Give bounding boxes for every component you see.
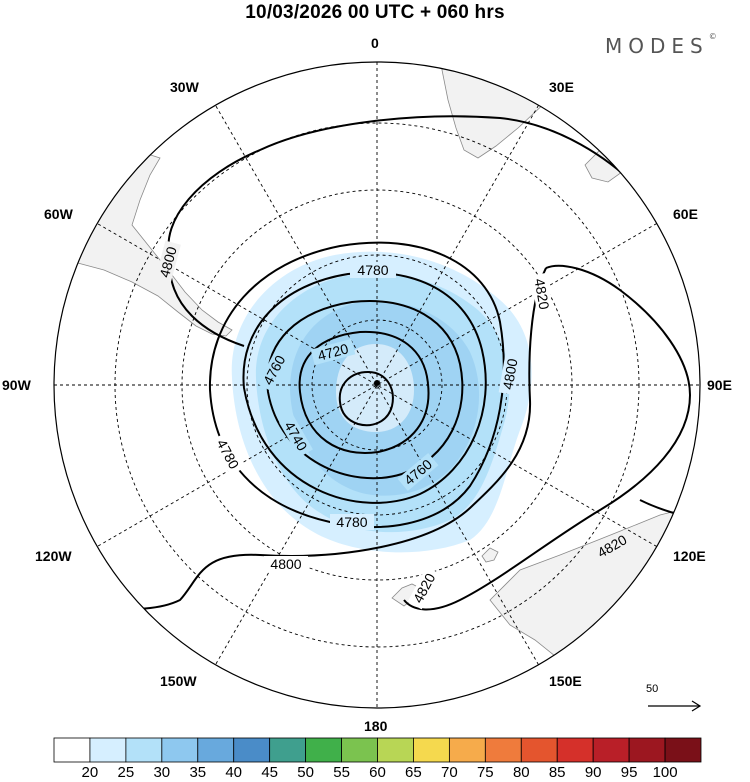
colorbar-tick-label: 90 <box>584 764 602 781</box>
colorbar-tick-label: 40 <box>225 764 243 781</box>
lon-label-0: 0 <box>371 35 379 51</box>
pole-marker <box>374 380 380 386</box>
contour-label: 4780 <box>336 514 367 530</box>
colorbar-swatch <box>197 737 235 763</box>
colorbar-tick-label: 20 <box>81 764 99 781</box>
colorbar-swatch <box>484 737 522 763</box>
contour-4700 <box>338 370 394 427</box>
land-africa <box>439 62 569 159</box>
colorbar-swatch <box>269 737 307 763</box>
colorbar-swatch <box>664 737 702 763</box>
colorbar-swatch <box>341 737 378 763</box>
colorbar-tick-label: 75 <box>476 764 494 781</box>
colorbar-swatch <box>89 737 127 763</box>
lon-label-60e: 60E <box>673 206 698 222</box>
colorbar-tick-label: 80 <box>512 764 530 781</box>
land-new-zealand-north <box>481 547 499 563</box>
wind-shading <box>231 251 532 553</box>
lon-label-180: 180 <box>364 718 388 734</box>
colorbar-swatch <box>556 737 594 763</box>
lon-label-90w: 90W <box>2 377 31 393</box>
lon-label-120w: 120W <box>35 548 72 564</box>
colorbar-swatch <box>592 737 630 763</box>
colorbar-tick-label: 50 <box>297 764 314 781</box>
colorbar-tick-label: 45 <box>261 764 279 781</box>
lon-label-60w: 60W <box>44 206 73 222</box>
map-layers <box>54 62 700 708</box>
lon-label-150e: 150E <box>549 673 582 689</box>
colorbar-tick-label: 95 <box>620 764 638 781</box>
contour-4820 <box>403 264 692 611</box>
colorbar-swatch <box>305 737 342 763</box>
colorbar-tick-label: 100 <box>652 764 678 781</box>
map-title: 10/03/2026 00 UTC + 060 hrs <box>245 2 505 23</box>
colorbar-tick-label: 35 <box>189 764 207 781</box>
vector-reference-arrow <box>648 700 702 712</box>
colorbar-swatch <box>53 737 91 763</box>
lat-circle-1 <box>311 319 443 451</box>
colorbar-tick-label: 30 <box>153 764 171 781</box>
colorbar-swatch <box>377 737 414 763</box>
colorbar-tick-label: 85 <box>548 764 566 781</box>
contour-label: 4780 <box>357 262 388 278</box>
lon-label-90e: 90E <box>707 377 732 393</box>
contour-label: 4820 <box>531 277 552 311</box>
contour-4800-west <box>168 257 245 347</box>
colorbar-swatch <box>413 737 450 763</box>
vector-reference-label: 50 <box>646 683 659 695</box>
contour-label: 4800 <box>270 556 301 572</box>
colorbar-tick-label: 60 <box>369 764 386 781</box>
map-boundary <box>53 61 701 709</box>
lon-label-30w: 30W <box>170 79 199 95</box>
contour-4760 <box>242 271 487 504</box>
colorbar-swatch <box>125 737 163 763</box>
colorbar <box>53 737 702 763</box>
contour-4720 <box>298 330 430 454</box>
land-south-america <box>54 149 233 337</box>
land-australia <box>489 504 700 701</box>
brand-logo: MODES© <box>605 32 717 58</box>
colorbar-tick-label: 25 <box>117 764 135 781</box>
polar-map: 4780 4720 4760 4740 4760 4780 4780 4800 … <box>53 61 702 712</box>
colorbar-tick-label: 65 <box>405 764 422 781</box>
colorbar-swatch <box>161 737 199 763</box>
colorbar-tick-label: 55 <box>333 764 350 781</box>
contour-label: 4800 <box>156 245 180 279</box>
contour-4800 <box>109 115 637 611</box>
contour-4740 <box>266 300 464 480</box>
colorbar-tick-label: 70 <box>441 764 458 781</box>
colorbar-swatch <box>233 737 271 763</box>
contour-label: 4800 <box>499 357 520 391</box>
lon-label-150w: 150W <box>160 673 197 689</box>
lon-label-30e: 30E <box>549 79 574 95</box>
colorbar-swatch <box>520 737 558 763</box>
colorbar-swatch <box>628 737 666 763</box>
lon-label-120e: 120E <box>673 548 706 564</box>
contour-label: 4720 <box>316 340 350 364</box>
colorbar-swatch <box>448 737 486 763</box>
